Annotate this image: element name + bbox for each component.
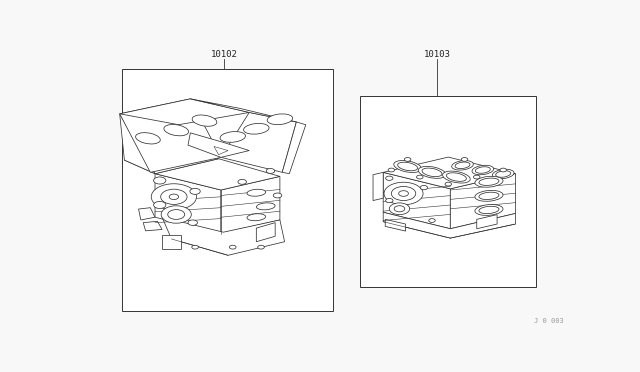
Ellipse shape [394,160,421,173]
Ellipse shape [472,165,493,175]
Ellipse shape [475,205,503,215]
Polygon shape [120,114,155,174]
Circle shape [420,186,428,190]
Circle shape [169,194,179,199]
Ellipse shape [479,206,499,214]
Circle shape [161,189,187,205]
Ellipse shape [455,162,470,169]
Ellipse shape [475,176,503,187]
Ellipse shape [422,168,442,177]
Polygon shape [385,219,406,231]
Circle shape [500,168,506,172]
Circle shape [151,184,196,210]
Circle shape [258,245,264,249]
Polygon shape [120,99,221,172]
Circle shape [386,176,393,180]
Circle shape [399,191,408,196]
Polygon shape [138,208,155,220]
Circle shape [266,169,275,173]
Ellipse shape [257,203,275,210]
Circle shape [384,182,423,205]
Ellipse shape [192,115,217,126]
Polygon shape [257,223,275,242]
Bar [122,69,333,311]
Ellipse shape [267,114,292,125]
Circle shape [192,245,198,249]
Ellipse shape [492,169,514,179]
Polygon shape [221,176,280,234]
Ellipse shape [479,192,499,199]
Polygon shape [188,133,249,157]
Circle shape [389,203,410,215]
Circle shape [154,201,166,209]
Ellipse shape [452,161,474,170]
Text: J 0 003: J 0 003 [534,318,564,324]
Circle shape [394,206,404,212]
Circle shape [230,245,236,249]
Ellipse shape [397,162,417,171]
Ellipse shape [443,171,470,183]
Ellipse shape [247,214,266,221]
Ellipse shape [220,132,246,142]
Ellipse shape [496,171,511,177]
Polygon shape [451,173,515,229]
Ellipse shape [164,125,189,136]
Polygon shape [214,147,228,155]
Circle shape [154,177,166,184]
Circle shape [417,175,423,179]
Text: 10103: 10103 [424,50,451,59]
Polygon shape [190,99,296,122]
Circle shape [391,186,416,201]
Circle shape [273,193,282,198]
Circle shape [388,168,395,172]
Circle shape [190,188,200,194]
Circle shape [386,198,393,203]
Ellipse shape [136,133,160,144]
Circle shape [461,158,468,161]
Circle shape [161,206,191,223]
Ellipse shape [447,173,467,181]
Bar [360,96,536,287]
Circle shape [445,182,452,186]
Ellipse shape [247,189,266,196]
Polygon shape [383,212,515,238]
Ellipse shape [418,166,446,178]
Polygon shape [383,172,451,229]
Ellipse shape [244,124,269,134]
Circle shape [188,220,197,225]
Circle shape [238,179,246,184]
Polygon shape [373,172,383,201]
Polygon shape [155,159,280,190]
Polygon shape [120,99,249,125]
Polygon shape [477,215,497,229]
Circle shape [404,158,411,161]
Ellipse shape [479,178,499,185]
Polygon shape [383,157,515,189]
Polygon shape [162,235,181,248]
Circle shape [474,175,480,179]
Polygon shape [221,112,296,172]
Text: 10102: 10102 [211,50,237,59]
Circle shape [429,219,435,222]
Polygon shape [162,217,285,255]
Circle shape [168,209,185,219]
Polygon shape [155,174,221,234]
Ellipse shape [475,190,503,201]
Polygon shape [282,122,306,174]
Polygon shape [143,221,162,231]
Ellipse shape [476,167,490,173]
Polygon shape [124,145,219,174]
